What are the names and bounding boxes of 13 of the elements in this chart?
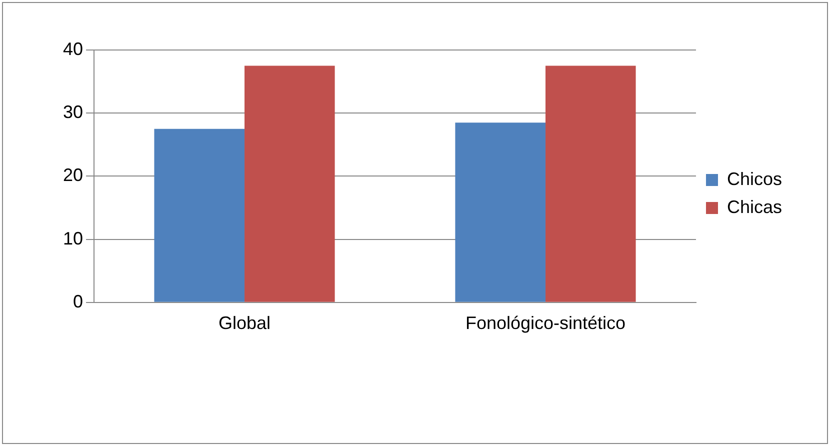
legend-label: Chicas — [726, 196, 782, 217]
x-tick-label: Fonológico-sintético — [465, 313, 626, 334]
y-tick-label: 40 — [62, 38, 84, 59]
bar — [154, 128, 245, 302]
bar — [545, 66, 636, 302]
bar — [244, 66, 335, 302]
legend-label: Chicos — [726, 168, 782, 189]
y-tick-label: 0 — [73, 291, 84, 312]
x-tick-label: Global — [218, 313, 271, 334]
y-tick-label: 30 — [62, 102, 84, 122]
y-tick-label: 20 — [62, 165, 84, 186]
bar — [455, 122, 546, 302]
y-tick-label: 10 — [62, 228, 84, 248]
